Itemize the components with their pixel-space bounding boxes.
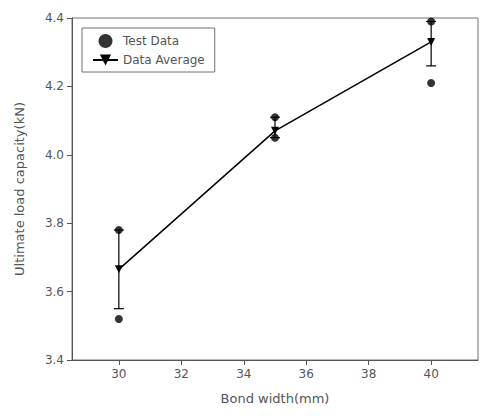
svg-text:38: 38 bbox=[361, 367, 376, 381]
svg-text:36: 36 bbox=[299, 367, 314, 381]
svg-text:40: 40 bbox=[424, 367, 439, 381]
svg-text:32: 32 bbox=[174, 367, 189, 381]
svg-text:34: 34 bbox=[236, 367, 251, 381]
svg-text:4.2: 4.2 bbox=[45, 79, 64, 93]
svg-text:3.8: 3.8 bbox=[45, 216, 64, 230]
svg-text:30: 30 bbox=[111, 367, 126, 381]
svg-text:3.4: 3.4 bbox=[45, 353, 64, 367]
svg-text:3.6: 3.6 bbox=[45, 285, 64, 299]
svg-text:Ultimate load capacity(kN): Ultimate load capacity(kN) bbox=[12, 102, 27, 276]
svg-text:Bond width(mm): Bond width(mm) bbox=[221, 391, 330, 406]
svg-text:4.0: 4.0 bbox=[45, 148, 64, 162]
svg-text:Data Average: Data Average bbox=[123, 53, 205, 67]
svg-text:4.4: 4.4 bbox=[45, 11, 64, 25]
svg-text:Test Data: Test Data bbox=[122, 34, 179, 48]
